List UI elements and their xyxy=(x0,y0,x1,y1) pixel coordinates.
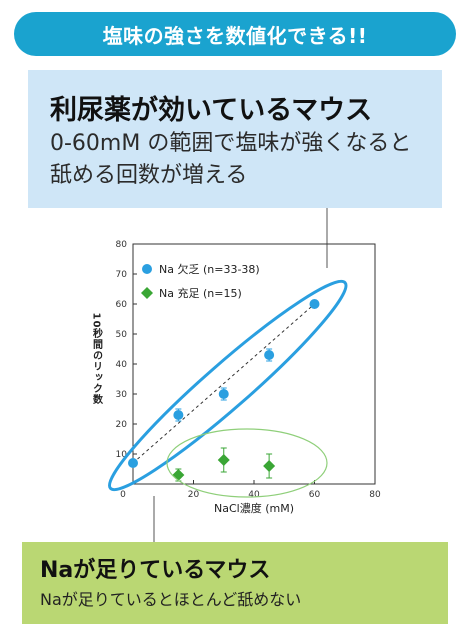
chart-legend: Na 欠乏 (n=33-38) Na 充足 (n=15) xyxy=(141,262,260,300)
x-tick-label: 60 xyxy=(309,490,321,500)
sufficient-mouse-box: Naが足りているマウス Naが足りているとほとんど舐めない xyxy=(22,542,448,624)
x-tick-label: 0 xyxy=(120,490,126,500)
y-tick-label: 70 xyxy=(116,270,128,280)
legend-marker-deficient xyxy=(142,264,152,274)
sufficient-mouse-description: Naが足りているとほとんど舐めない xyxy=(40,590,302,609)
x-tick-label: 20 xyxy=(188,490,200,500)
banner: 塩味の強さを数値化できる!! xyxy=(14,12,456,56)
chart-marks xyxy=(128,299,320,482)
highlight-ellipses xyxy=(108,279,348,498)
y-axis-label: 10秒間のリック数 xyxy=(91,313,103,406)
deficient-highlight-ellipse xyxy=(108,279,348,492)
legend-label: Na 欠乏 (n=33-38) xyxy=(159,262,260,276)
y-tick-label: 20 xyxy=(116,420,128,430)
y-tick-label: 50 xyxy=(116,330,128,340)
y-tick-label: 30 xyxy=(116,390,128,400)
callout-lines xyxy=(153,208,328,542)
banner-text: 塩味の強さを数値化できる!! xyxy=(102,23,368,48)
diuretic-mouse-heading: 利尿薬が効いているマウス xyxy=(50,95,373,126)
deficient-point xyxy=(173,410,184,420)
sufficient-mouse-heading: Naが足りているマウス xyxy=(40,558,271,583)
y-tick-label: 80 xyxy=(116,240,128,250)
y-tick-label: 40 xyxy=(116,360,128,370)
trend-line xyxy=(132,303,315,464)
x-tick-label: 80 xyxy=(369,490,381,500)
y-tick-label: 60 xyxy=(116,300,128,310)
deficient-point xyxy=(264,350,275,360)
sufficient-point xyxy=(217,454,230,466)
diuretic-mouse-box: 利尿薬が効いているマウス 0-60mM の範囲で塩味が強くなると舐める回数が増え… xyxy=(28,70,442,208)
x-axis-label: NaCl濃度 (mM) xyxy=(214,501,294,515)
legend-marker-sufficient xyxy=(141,287,153,299)
plot-frame xyxy=(132,243,376,485)
chart-axes: 0 20 40 60 80 10 20 30 40 50 60 70 80 NaCl濃度 (mM) 10秒間… xyxy=(91,240,381,515)
legend-label: Na 充足 (n=15) xyxy=(159,286,242,300)
y-tick-label: 10 xyxy=(116,450,128,460)
deficient-point xyxy=(218,389,229,399)
deficient-point xyxy=(309,299,320,309)
sufficient-point xyxy=(263,460,276,472)
deficient-point xyxy=(128,458,138,468)
sufficient-highlight-ellipse xyxy=(166,428,328,498)
diuretic-mouse-description: 0-60mM の範囲で塩味が強くなると舐める回数が増える xyxy=(50,131,412,188)
sufficient-point xyxy=(172,469,185,481)
x-tick-label: 40 xyxy=(248,490,260,500)
